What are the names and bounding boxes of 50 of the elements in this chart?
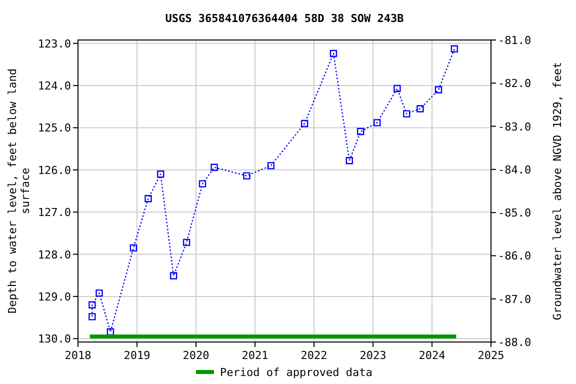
- y2-tick-label: -83.0: [498, 120, 532, 134]
- point: [210, 164, 218, 171]
- y-tick-label: 130.0: [38, 332, 71, 346]
- y-tick-label: 125.0: [38, 122, 71, 135]
- x-tick-label: 2018: [64, 349, 92, 362]
- point: [170, 272, 178, 280]
- y-tick-label: 126.0: [38, 164, 71, 177]
- point: [88, 313, 96, 320]
- y-tick-label: 124.0: [38, 80, 71, 93]
- y2-tick-label: -82.0: [498, 77, 532, 90]
- x-tick-label: 2019: [124, 349, 150, 362]
- y2-axis-title: Groundwater level above NGVD 1929, feet: [551, 62, 564, 320]
- y2-tick-label: -85.0: [498, 206, 532, 220]
- point: [300, 120, 308, 128]
- y-tick-label: 128.0: [38, 248, 71, 262]
- point: [96, 289, 103, 297]
- y-tick-label: 127.0: [38, 206, 71, 220]
- x-tick-label: 2023: [360, 349, 386, 362]
- point: [182, 238, 190, 246]
- y2-tick-label: -84.0: [498, 163, 532, 176]
- y2-tick-label: -88.0: [498, 336, 532, 349]
- y-tick-label: 129.0: [38, 290, 71, 304]
- point: [157, 170, 164, 178]
- x-tick-label: 2020: [182, 349, 210, 362]
- point: [330, 50, 338, 58]
- point: [130, 244, 138, 252]
- y2-tick-label: -81.0: [498, 34, 532, 47]
- point: [88, 301, 96, 308]
- point: [416, 105, 424, 112]
- point: [267, 162, 275, 170]
- point: [394, 84, 401, 92]
- y2-tick-label: -86.0: [498, 250, 532, 263]
- x-tick-label: 2024: [418, 349, 446, 362]
- point: [198, 180, 206, 188]
- point: [144, 194, 152, 202]
- point: [357, 128, 364, 136]
- legend-label: Period of approved data: [220, 366, 372, 379]
- y-tick-label: 123.0: [38, 37, 71, 50]
- point: [374, 119, 381, 126]
- y-axis-title: Depth to water level, feet below land surface: [6, 68, 32, 314]
- point: [403, 110, 410, 118]
- y2-tick-label: -87.0: [498, 292, 532, 306]
- x-tick-label: 2021: [242, 349, 268, 362]
- point: [450, 45, 458, 52]
- point: [434, 86, 442, 94]
- point: [346, 157, 353, 164]
- point: [243, 172, 250, 180]
- chart-title: USGS 365841076364404 58D 38 SOW 243B: [165, 12, 404, 25]
- x-tick-label: 2022: [300, 349, 328, 362]
- x-tick-label: 2025: [478, 349, 504, 362]
